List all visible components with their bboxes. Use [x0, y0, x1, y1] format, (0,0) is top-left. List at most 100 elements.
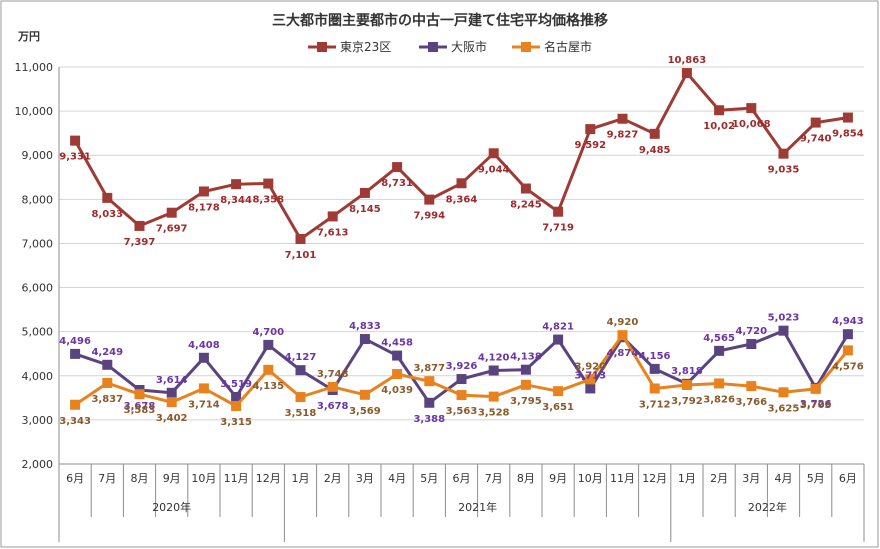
data-point-marker — [456, 374, 467, 385]
data-label: 3,726 — [800, 399, 832, 410]
data-point-marker — [295, 365, 306, 376]
data-point-marker — [585, 374, 596, 385]
data-label: 9,827 — [607, 130, 639, 141]
data-label: 3,678 — [317, 401, 349, 412]
data-label: 3,920 — [574, 361, 606, 372]
y-axis: 2,000 3,000 4,000 5,000 6,000 7,000 8,000 9,000… — [15, 61, 60, 471]
data-point-marker — [263, 364, 274, 375]
x-tick-label: 8月 — [517, 472, 535, 485]
x-tick-label: 12月 — [256, 472, 281, 485]
data-point-marker — [553, 386, 564, 397]
data-label: 3,714 — [188, 399, 220, 410]
x-tick-label: 9月 — [163, 472, 181, 485]
data-point-marker — [231, 391, 242, 402]
data-point-marker — [714, 345, 725, 356]
data-point-marker — [70, 135, 81, 146]
data-point-marker — [617, 113, 628, 124]
data-label: 9,331 — [59, 152, 91, 163]
x-axis: 6月 7月 8月 9月 10月 11月 12月 1月 2月 3月 4月 5月 6月 7月 8月 9月 10月 11… — [58, 463, 865, 542]
data-label: 3,569 — [349, 406, 381, 417]
x-year-label: 2021年 — [458, 500, 497, 514]
data-point-marker — [778, 387, 789, 398]
data-label: 8,364 — [446, 194, 478, 205]
data-label: 3,518 — [285, 408, 317, 419]
data-point-marker — [456, 390, 467, 401]
data-point-marker — [585, 383, 596, 394]
data-point-marker — [134, 389, 145, 400]
data-point-marker — [263, 178, 274, 189]
data-point-marker — [617, 330, 628, 341]
data-label: 3,315 — [220, 417, 252, 428]
x-tick-label: 12月 — [642, 472, 667, 485]
data-label: 4,039 — [381, 385, 413, 396]
data-point-marker — [488, 148, 499, 159]
data-point-marker — [424, 194, 435, 205]
data-label: 4,720 — [735, 326, 767, 337]
y-tick-label: 6,000 — [22, 282, 54, 295]
data-point-marker — [359, 187, 370, 198]
data-point-marker — [359, 334, 370, 345]
data-point-marker — [70, 348, 81, 359]
y-tick-label: 5,000 — [22, 326, 54, 339]
data-point-marker — [231, 179, 242, 190]
data-label: 7,697 — [156, 224, 188, 235]
data-label: 4,576 — [832, 361, 864, 372]
data-point-marker — [295, 233, 306, 244]
x-tick-label: 1月 — [292, 472, 310, 485]
x-tick-label: 5月 — [807, 472, 825, 485]
data-point-marker — [102, 359, 113, 370]
series-layer — [70, 68, 853, 411]
data-label: 9,740 — [800, 134, 832, 145]
data-label: 9,854 — [832, 129, 864, 140]
x-tick-label: 1月 — [678, 472, 696, 485]
data-label: 8,731 — [381, 178, 413, 189]
data-point-marker — [778, 325, 789, 336]
data-point-marker — [166, 207, 177, 218]
data-label: 4,943 — [832, 316, 864, 327]
data-label: 7,719 — [542, 223, 574, 234]
data-label: 3,712 — [639, 399, 671, 410]
data-label: 9,592 — [574, 140, 606, 151]
data-label: 3,625 — [768, 403, 800, 414]
chart-title: 三大都市圏主要都市の中古一戸建て住宅平均価格推移 — [272, 12, 608, 29]
data-label: 3,818 — [671, 366, 703, 377]
data-label: 3,678 — [124, 401, 156, 412]
data-label: 8,145 — [349, 204, 381, 215]
data-label: 7,994 — [413, 211, 445, 222]
x-tick-label: 2月 — [710, 472, 728, 485]
x-tick-label: 6月 — [66, 472, 84, 485]
data-point-marker — [70, 399, 81, 410]
x-tick-label: 2月 — [324, 472, 342, 485]
data-label: 3,519 — [220, 379, 252, 390]
data-point-marker — [392, 350, 403, 361]
data-point-marker — [553, 206, 564, 217]
x-year-label: 2022年 — [748, 500, 787, 514]
y-tick-label: 7,000 — [22, 237, 54, 250]
data-label: 3,614 — [156, 375, 188, 386]
data-label: 3,826 — [703, 394, 735, 405]
data-point-marker — [198, 186, 209, 197]
data-label: 3,877 — [413, 363, 445, 374]
data-point-marker — [327, 211, 338, 222]
data-label: 3,563 — [446, 406, 478, 417]
data-label: 3,528 — [478, 408, 510, 419]
data-point-marker — [778, 148, 789, 159]
data-label: 4,135 — [252, 381, 284, 392]
data-label: 7,613 — [317, 227, 349, 238]
data-label: 4,120 — [478, 352, 510, 363]
legend-entry: 大阪市 — [451, 39, 487, 54]
y-tick-label: 3,000 — [22, 414, 54, 427]
data-label: 3,837 — [91, 394, 123, 405]
data-point-marker — [327, 381, 338, 392]
legend-entry: 名古屋市 — [544, 39, 592, 54]
x-tick-label: 10月 — [578, 472, 603, 485]
x-tick-label: 7月 — [98, 472, 116, 485]
x-tick-label: 6月 — [453, 472, 471, 485]
x-tick-label: 4月 — [775, 472, 793, 485]
data-label: 7,397 — [124, 237, 156, 248]
legend: 東京23区 大阪市 名古屋市 — [308, 39, 592, 54]
data-label: 3,583 — [124, 405, 156, 416]
